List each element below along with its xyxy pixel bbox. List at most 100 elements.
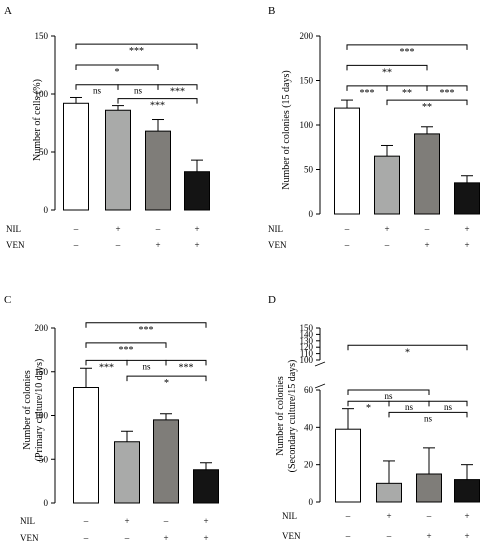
panel-b-significance-bracket	[346, 44, 468, 50]
panel-d-axis-break-mark	[314, 361, 326, 367]
panel-a-significance-label: ns	[93, 86, 102, 96]
panel-d-ylabel-line1: Number of colonies	[275, 376, 286, 456]
panel-d-bar	[416, 473, 442, 503]
panel-a-nil-marker: +	[194, 224, 199, 234]
panel-d-significance-label: *	[405, 347, 410, 358]
panel-d-ven-row-label: VEN	[282, 531, 301, 541]
panel-c-significance-bracket	[126, 375, 207, 382]
panel-d-significance-label: ns	[384, 391, 393, 401]
panel-a-nil-marker: –	[73, 224, 79, 234]
panel-d-nil-marker: –	[426, 511, 432, 521]
panel-a-bar	[184, 171, 210, 211]
panel-d: D Number of colonies (Secondary culture/…	[268, 294, 480, 541]
panel-b-nil-marker: –	[344, 224, 350, 234]
panel-b-ven-marker: +	[424, 240, 429, 250]
panel-d-significance-label: *	[366, 403, 371, 414]
panel-b-significance-bracket	[346, 64, 428, 71]
panel-c-letter: C	[4, 294, 11, 306]
panel-c-bar	[73, 387, 99, 504]
panel-c-nil-marker: –	[83, 516, 89, 526]
panel-b-significance-label: **	[402, 88, 412, 99]
panel-c-significance-bracket	[85, 342, 167, 348]
panel-c-ylabel-line2: (Primary culture/10 days)	[34, 359, 45, 462]
panel-b-ven-row-label: VEN	[268, 240, 287, 250]
panel-d-significance-bracket	[347, 344, 468, 351]
panel-a-ven-marker: –	[73, 240, 79, 250]
panel-d-bar	[454, 479, 480, 503]
panel-b-y-tick-label: 150	[300, 76, 314, 86]
panel-b-bar	[334, 107, 360, 215]
panel-c-nil-marker: +	[203, 516, 208, 526]
panel-c: C Number of colonies (Primary culture/10…	[4, 294, 219, 543]
panel-d-axis-break-mark	[314, 383, 326, 389]
panel-d-significance-bracket	[388, 411, 468, 418]
panel-c-bar	[193, 469, 219, 504]
panel-d-y-tick-label: 120	[300, 342, 314, 352]
panel-a-ven-marker: +	[155, 240, 160, 250]
panel-d-y-tick-label: 110	[300, 349, 314, 359]
panel-b-ylabel: Number of colonies (15 days)	[281, 70, 292, 189]
panel-a-y-tick-label: 50	[39, 147, 49, 157]
panel-a-nil-row-label: NIL	[6, 224, 21, 234]
panel-a-significance-bracket	[117, 98, 198, 104]
panel-a-ven-marker: +	[194, 240, 199, 250]
panel-b-significance-label: ***	[400, 47, 415, 58]
panel-d-ylabel-line2: (Secondary culture/15 days)	[287, 360, 298, 473]
panel-c-ven-marker: +	[203, 533, 208, 543]
panel-c-y-tick-label: 200	[35, 323, 49, 333]
panel-c-nil-row-label: NIL	[20, 516, 35, 526]
panel-c-nil-marker: +	[124, 516, 129, 526]
panel-d-nil-marker: +	[464, 511, 469, 521]
panel-d-y-tick-label: 40	[304, 422, 314, 432]
panel-a-y-tick-label: 0	[44, 205, 49, 215]
panel-d-ven-marker: –	[345, 531, 351, 541]
panel-a-ylabel: Number of cells (%)	[32, 79, 43, 161]
panel-d-significance-label: ns	[424, 413, 433, 423]
panel-c-significance-bracket	[165, 359, 207, 366]
panel-d-y-tick-label: 140	[300, 329, 314, 339]
panel-b-bar	[454, 182, 480, 215]
panel-d-significance-bracket	[428, 400, 468, 407]
panel-a-significance-label: ns	[134, 86, 143, 96]
panel-b-nil-marker: +	[384, 224, 389, 234]
panel-d-y-tick-label: 60	[304, 385, 314, 395]
panel-d-significance-label: ns	[444, 402, 453, 412]
panel-a-significance-label: ***	[150, 101, 165, 112]
panel-b-significance-bracket	[386, 99, 468, 106]
panel-b-significance-label: **	[422, 102, 432, 113]
panel-a-bar	[105, 109, 131, 211]
panel-a-significance-label: ***	[170, 87, 185, 98]
panel-a-letter: A	[4, 5, 12, 17]
panel-a-nil-marker: –	[155, 224, 161, 234]
panel-a-significance-bracket	[75, 64, 159, 70]
panel-a-significance-bracket	[157, 84, 198, 90]
panel-d-bar	[376, 482, 402, 503]
panel-c-ven-marker: –	[83, 533, 89, 543]
panel-b-ven-marker: –	[384, 240, 390, 250]
panel-c-significance-label: ***	[119, 345, 134, 356]
panel-b-significance-label: **	[382, 67, 392, 78]
panel-b-y-tick-label: 200	[300, 31, 314, 41]
panel-b-ven-marker: +	[464, 240, 469, 250]
panel-b-y-tick-label: 0	[309, 209, 314, 219]
panel-b-bar	[374, 155, 400, 215]
panel-d-ven-marker: +	[426, 531, 431, 541]
panel-a-ven-marker: –	[115, 240, 121, 250]
panel-b-significance-label: ***	[440, 88, 455, 99]
panel-a-significance-label: ***	[129, 46, 144, 57]
panel-c-ven-marker: –	[124, 533, 130, 543]
panel-d-y-tick-label: 0	[309, 497, 314, 507]
panel-a-bar	[63, 102, 89, 211]
panel-b-y-tick-label: 100	[300, 120, 314, 130]
panel-d-y-tick-label: 20	[304, 460, 314, 470]
panel-a-significance-label: *	[115, 67, 120, 78]
panel-d-significance-bracket	[347, 389, 430, 395]
panel-d-significance-label: ns	[405, 402, 414, 412]
panel-d-ven-marker: –	[386, 531, 392, 541]
panel-c-significance-bracket	[85, 322, 207, 328]
panel-c-y-tick-label: 50	[39, 454, 49, 464]
panel-d-nil-marker: +	[386, 511, 391, 521]
panel-c-significance-label: ***	[99, 362, 114, 373]
